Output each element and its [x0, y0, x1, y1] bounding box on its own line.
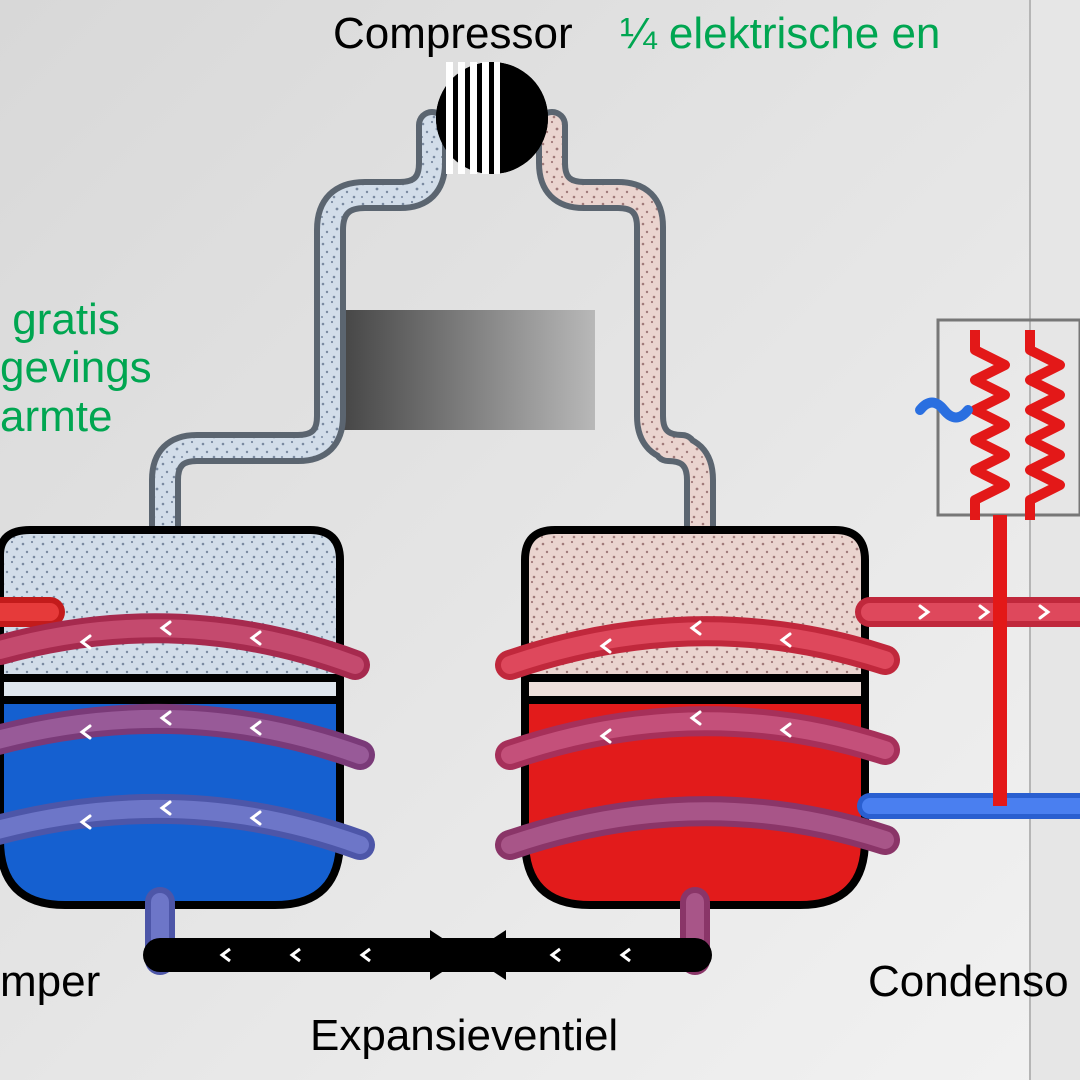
- compressor-label: Compressor: [333, 10, 573, 58]
- expansion-valve-label: Expansieventiel: [310, 1012, 618, 1060]
- diagram-svg: [0, 0, 1080, 1080]
- compressor-icon: [436, 62, 548, 174]
- free-heat-label: gratis gevings armte: [0, 296, 152, 441]
- evaporator-label: mper: [0, 958, 100, 1006]
- elec-energy-label: ¼ elektrische en: [620, 10, 940, 58]
- condensor-label: Condenso: [868, 958, 1069, 1006]
- heat-pump-diagram: Compressor ¼ elektrische en gratis gevin…: [0, 0, 1080, 1080]
- wall-block: [315, 310, 595, 430]
